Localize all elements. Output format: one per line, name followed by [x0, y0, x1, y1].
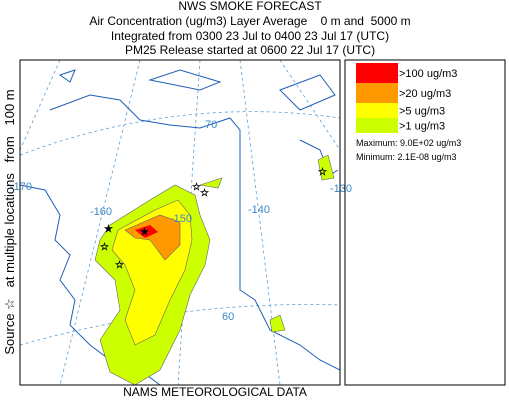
- coastline: [49, 94, 340, 371]
- legend-swatch: [356, 63, 398, 83]
- legend-label: >100 ug/m3: [399, 68, 457, 80]
- legend: >100 ug/m3 >20 ug/m3 >5 ug/m3 >1 ug/m3: [356, 63, 457, 133]
- title: NWS SMOKE FORECAST: [178, 0, 322, 13]
- footer: NAMS METEOROLOGICAL DATA: [123, 385, 307, 399]
- graticule: [279, 60, 340, 151]
- minimum: Minimum: 2.1E-08 ug/m3: [356, 152, 457, 162]
- legend-frame: [344, 59, 506, 386]
- graticule-label: -170: [10, 181, 32, 193]
- legend-swatch: [356, 83, 398, 103]
- legend-label: >1 ug/m3: [399, 121, 445, 133]
- graticule-label: -130: [330, 183, 352, 195]
- graticule-label: 60: [222, 311, 234, 323]
- subtitle: Air Concentration (ug/m3) Layer Average …: [89, 14, 410, 28]
- source-star: ★: [104, 224, 113, 235]
- legend-label: >5 ug/m3: [399, 106, 445, 118]
- graticule-label: -150: [170, 213, 192, 225]
- graticule-label: 70: [205, 119, 217, 131]
- subtitle: PM25 Release started at 0600 22 Jul 17 (…: [125, 43, 375, 57]
- legend-swatch: [356, 103, 398, 118]
- smoke-area: [199, 177, 223, 189]
- source-star: ☆: [200, 188, 209, 199]
- legend-label: >20 ug/m3: [399, 88, 451, 100]
- side-label: Source ☆ at multiple locations from 100 …: [2, 89, 17, 354]
- map: ☆ ☆ ★ ★ ☆ ☆ ☆: [20, 60, 340, 385]
- graticule: [20, 60, 61, 151]
- legend-swatch: [356, 118, 398, 133]
- coastline: [58, 69, 336, 111]
- map-frame: [19, 59, 341, 386]
- graticule: [59, 60, 141, 385]
- smoke-area: [269, 314, 286, 333]
- graticule: [20, 111, 340, 156]
- smoke-area: [135, 225, 158, 238]
- smoke-area: [317, 154, 335, 181]
- maximum: Maximum: 9.0E+02 ug/m3: [356, 138, 461, 148]
- graticule: [239, 60, 281, 385]
- source-star: ☆: [115, 260, 124, 271]
- smoke-area: [124, 214, 181, 261]
- subtitle: Integrated from 0300 23 Jul to 0400 23 J…: [111, 29, 389, 43]
- graticule-labels: -170 -160 -150 -140 -130 70 60: [10, 119, 352, 323]
- graticule-label: -140: [248, 204, 270, 216]
- graticule-label: -160: [90, 206, 112, 218]
- source-star: ☆: [192, 182, 201, 193]
- source-star: ★: [140, 227, 149, 238]
- source-star: ☆: [100, 242, 109, 253]
- source-star: ☆: [318, 167, 327, 178]
- sources: ☆ ☆ ★ ★ ☆ ☆ ☆: [100, 167, 328, 272]
